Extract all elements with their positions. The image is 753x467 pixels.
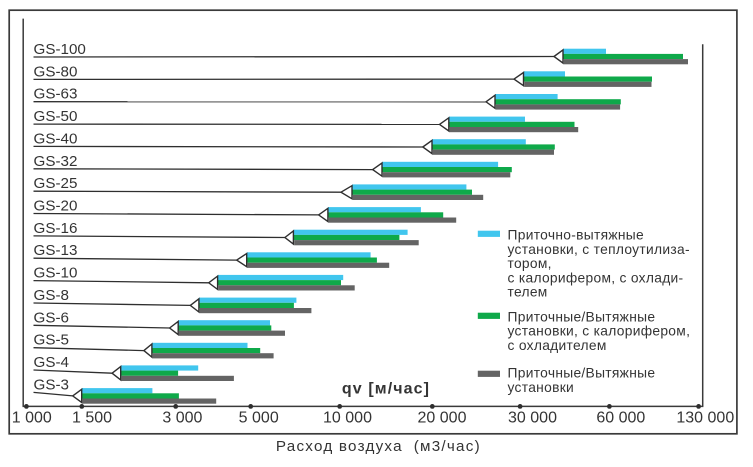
svg-text:тором,: тором, bbox=[508, 256, 552, 271]
svg-text:3 000: 3 000 bbox=[162, 410, 202, 427]
svg-text:60 000: 60 000 bbox=[596, 410, 645, 427]
svg-text:GS-4: GS-4 bbox=[34, 354, 69, 371]
svg-text:GS-80: GS-80 bbox=[34, 63, 78, 80]
svg-text:20 000: 20 000 bbox=[418, 410, 467, 427]
svg-text:GS-8: GS-8 bbox=[34, 287, 69, 304]
svg-text:GS-20: GS-20 bbox=[34, 198, 78, 215]
svg-text:1 000: 1 000 bbox=[12, 410, 52, 427]
svg-text:установки, с калорифером,: установки, с калорифером, bbox=[508, 324, 691, 339]
svg-text:GS-13: GS-13 bbox=[34, 242, 78, 259]
svg-text:30 000: 30 000 bbox=[508, 410, 557, 427]
svg-text:130 000: 130 000 bbox=[676, 410, 734, 427]
svg-text:GS-50: GS-50 bbox=[34, 108, 78, 125]
svg-text:GS-6: GS-6 bbox=[34, 309, 69, 326]
svg-text:GS-5: GS-5 bbox=[34, 332, 69, 349]
svg-text:GS-10: GS-10 bbox=[34, 265, 78, 282]
svg-text:GS-32: GS-32 bbox=[34, 153, 78, 170]
svg-text:5 000: 5 000 bbox=[239, 410, 279, 427]
svg-text:Приточные/Вытяжные: Приточные/Вытяжные bbox=[508, 309, 656, 324]
svg-text:GS-63: GS-63 bbox=[34, 86, 78, 103]
svg-text:GS-40: GS-40 bbox=[34, 130, 78, 147]
svg-text:GS-3: GS-3 bbox=[34, 376, 69, 393]
svg-text:с калорифером, с охлади-: с калорифером, с охлади- bbox=[508, 270, 684, 285]
svg-text:установки, с теплоутилиза-: установки, с теплоутилиза- bbox=[508, 242, 690, 257]
svg-text:GS-16: GS-16 bbox=[34, 220, 78, 237]
svg-text:Приточно-вытяжные: Приточно-вытяжные bbox=[508, 228, 645, 243]
svg-text:GS-25: GS-25 bbox=[34, 175, 78, 192]
svg-text:установки: установки bbox=[508, 380, 575, 395]
svg-text:qv [м/час]: qv [м/час] bbox=[342, 381, 430, 398]
svg-text:GS-100: GS-100 bbox=[34, 41, 86, 58]
svg-text:Приточные/Вытяжные: Приточные/Вытяжные bbox=[508, 366, 656, 381]
svg-text:1 500: 1 500 bbox=[72, 410, 112, 427]
svg-text:телем: телем bbox=[508, 285, 548, 300]
svg-text:10 000: 10 000 bbox=[323, 410, 372, 427]
svg-text:Расход воздуха (м3/час): Расход воздуха (м3/час) bbox=[276, 438, 481, 455]
svg-text:с охладителем: с охладителем bbox=[508, 338, 607, 353]
